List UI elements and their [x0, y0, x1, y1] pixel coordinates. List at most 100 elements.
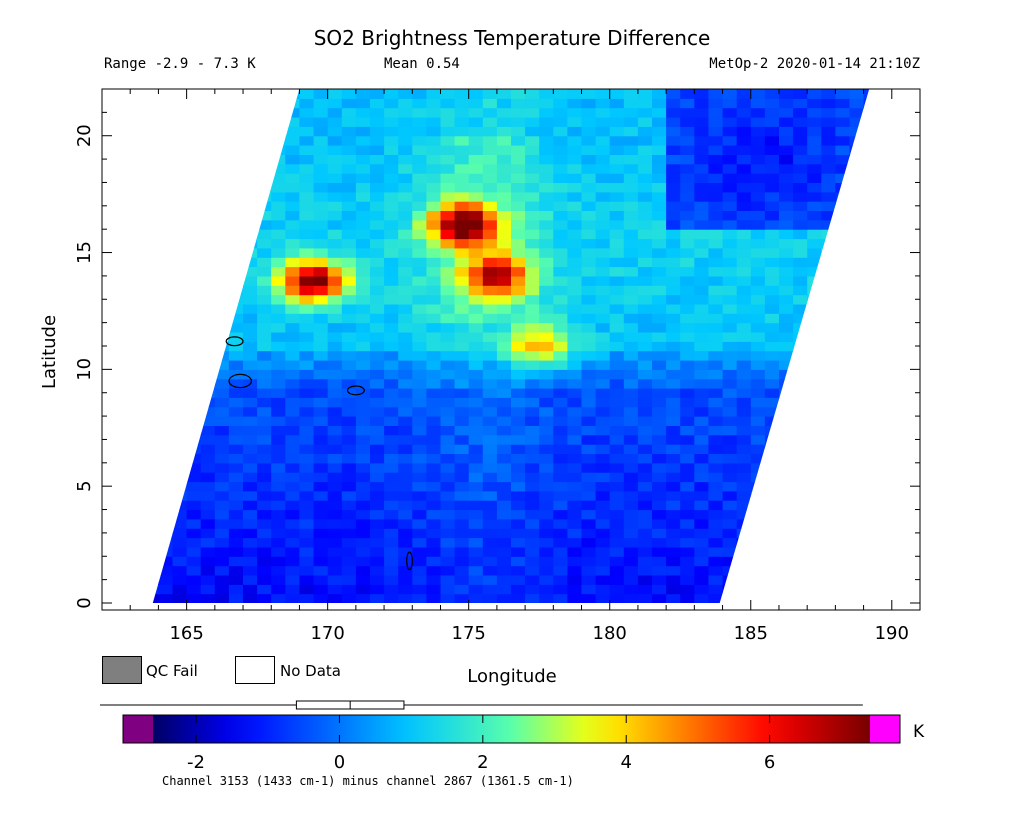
heatmap-cell: [609, 416, 625, 426]
heatmap-cell: [807, 313, 822, 324]
heatmap-cell: [341, 397, 357, 408]
heatmap-cell: [200, 98, 216, 109]
heatmap-cell: [186, 303, 202, 314]
y-tick-label: 0: [74, 597, 95, 608]
heatmap-cell: [341, 425, 357, 436]
heatmap-cell: [285, 89, 300, 90]
heatmap-cell: [722, 565, 738, 576]
heatmap-cell: [623, 434, 639, 445]
heatmap-cell: [152, 528, 159, 539]
heatmap-cell: [228, 462, 244, 473]
heatmap-cell: [158, 89, 174, 99]
heatmap-cell: [152, 388, 159, 398]
heatmap-cell: [793, 257, 808, 268]
heatmap-cell: [595, 98, 611, 109]
heatmap-cell: [200, 238, 216, 249]
heatmap-cell: [666, 378, 681, 389]
heatmap-cell: [708, 453, 724, 464]
heatmap-cell: [835, 546, 851, 557]
heatmap-cell: [807, 341, 822, 352]
heatmap-cell: [299, 145, 315, 155]
heatmap-cell: [468, 425, 484, 436]
heatmap-cell: [440, 98, 456, 109]
heatmap-cell: [637, 518, 653, 529]
heatmap-cell: [152, 416, 159, 426]
heatmap-cell: [257, 453, 272, 464]
heatmap-cell: [426, 556, 442, 567]
heatmap-cell: [214, 201, 230, 211]
heatmap-cell: [299, 341, 315, 352]
heatmap-cell: [863, 313, 870, 324]
heatmap-cell: [539, 593, 554, 603]
heatmap-cell: [764, 369, 780, 380]
heatmap-cell: [412, 518, 427, 529]
heatmap-cell: [539, 313, 554, 324]
heatmap-cell: [849, 322, 865, 333]
heatmap-cell: [355, 191, 371, 202]
heatmap-cell: [152, 518, 159, 529]
heatmap-cell: [694, 191, 709, 202]
heatmap-cell: [623, 145, 639, 155]
heatmap-cell: [384, 257, 399, 268]
heatmap-cell: [849, 546, 865, 557]
heatmap-cell: [496, 332, 512, 342]
heatmap-cell: [722, 546, 738, 557]
heatmap-cell: [426, 518, 442, 529]
heatmap-cell: [426, 275, 442, 286]
heatmap-cell: [722, 509, 738, 520]
heatmap-cell: [708, 444, 724, 454]
heatmap-cell: [849, 126, 865, 137]
heatmap-cell: [172, 575, 188, 585]
heatmap-cell: [158, 575, 174, 585]
heatmap-cell: [694, 350, 709, 361]
heatmap-cell: [694, 126, 709, 137]
heatmap-cell: [511, 490, 526, 501]
heatmap-cell: [623, 528, 639, 539]
heatmap-cell: [440, 556, 456, 567]
heatmap-cell: [482, 537, 498, 548]
heatmap-cell: [341, 350, 357, 361]
heatmap-cell: [468, 509, 484, 520]
heatmap-cell: [793, 135, 808, 146]
heatmap-cell: [440, 275, 456, 286]
heatmap-cell: [581, 509, 597, 520]
heatmap-cell: [694, 341, 709, 352]
heatmap-cell: [567, 201, 583, 211]
heatmap-cell: [511, 173, 526, 183]
heatmap-cell: [736, 173, 752, 183]
heatmap-cell: [313, 210, 329, 221]
heatmap-cell: [680, 173, 695, 183]
heatmap-cell: [779, 210, 794, 221]
heatmap-cell: [384, 425, 399, 436]
heatmap-cell: [228, 154, 244, 165]
heatmap-cell: [722, 453, 738, 464]
heatmap-cell: [257, 425, 272, 436]
heatmap-cell: [412, 575, 427, 585]
heatmap-cell: [793, 266, 808, 277]
heatmap-cell: [525, 191, 540, 202]
heatmap-cell: [412, 425, 427, 436]
heatmap-cell: [652, 210, 667, 221]
heatmap-cell: [468, 462, 484, 473]
heatmap-cell: [398, 416, 413, 426]
heatmap-cell: [412, 369, 427, 380]
heatmap-cell: [186, 453, 202, 464]
heatmap-cell: [200, 444, 216, 454]
heatmap-cell: [637, 575, 653, 585]
heatmap-cell: [609, 266, 625, 277]
heatmap-cell: [835, 275, 851, 286]
heatmap-cell: [553, 229, 568, 240]
heatmap-cell: [285, 182, 300, 193]
heatmap-cell: [327, 369, 343, 380]
heatmap-cell: [849, 416, 865, 426]
heatmap-cell: [384, 191, 399, 202]
heatmap-cell: [764, 472, 780, 483]
heatmap-cell: [694, 444, 709, 454]
heatmap-cell: [412, 229, 427, 240]
heatmap-cell: [271, 219, 286, 230]
heatmap-cell: [835, 229, 851, 240]
heatmap-cell: [764, 322, 780, 333]
heatmap-cell: [243, 350, 258, 361]
heatmap-cell: [440, 434, 456, 445]
heatmap-cell: [341, 434, 357, 445]
